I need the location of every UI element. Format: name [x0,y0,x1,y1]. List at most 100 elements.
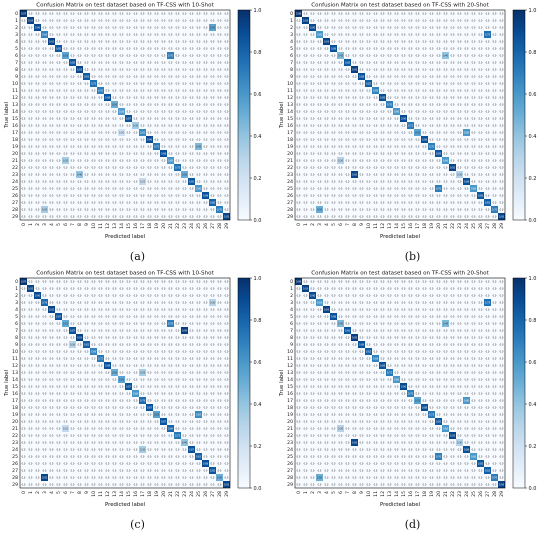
cell-value-label: 0.0 [211,400,215,403]
heatmap-cell [69,45,76,52]
heatmap-cell [323,10,330,17]
cell-value-label: 0.0 [36,62,40,65]
cell-value-label: 0.0 [218,181,222,184]
cell-value-label: 0.0 [50,414,54,417]
heatmap-cell [470,108,477,115]
cell-value-label: 0.0 [64,302,68,305]
cell-value-label: 0.0 [211,309,215,312]
heatmap-cell [316,129,323,136]
cell-value-label: 0.95 [182,330,188,333]
heatmap-cell [216,292,223,299]
cell-value-label: 0.0 [106,202,110,205]
heatmap-cell [323,66,330,73]
cell-value-label: 0.0 [113,323,117,326]
heatmap-cell [76,292,83,299]
cell-value-label: 0.0 [162,281,166,284]
heatmap-cell [167,73,174,80]
cell-value-label: 0.0 [297,83,301,86]
heatmap-cell [351,80,358,87]
heatmap-cell [358,199,365,206]
y-tick-label: 2 [15,25,18,31]
cell-value-label: 0.0 [106,281,110,284]
heatmap-cell [181,38,188,45]
cell-value-label: 0.0 [211,216,215,219]
cell-value-label: 0.0 [388,167,392,170]
cell-value-label: 0.0 [22,365,26,368]
heatmap-cell [477,157,484,164]
cell-value-label: 0.0 [451,139,455,142]
heatmap-cell [393,59,400,66]
heatmap-cell [414,213,421,220]
cell-value-label: 0.0 [169,132,173,135]
heatmap-cell [400,45,407,52]
cell-value-label: 0.0 [346,118,350,121]
cell-value-label: 0.0 [416,69,420,72]
heatmap-cell [55,10,62,17]
heatmap-cell [69,59,76,66]
heatmap-cell [330,129,337,136]
heatmap-cell [428,150,435,157]
heatmap-cell [358,31,365,38]
heatmap-cell [400,157,407,164]
heatmap-cell [69,306,76,313]
cell-value-label: 0.0 [92,48,96,51]
cell-value-label: 0.0 [225,379,229,382]
heatmap-cell [209,122,216,129]
cell-value-label: 0.0 [211,393,215,396]
heatmap-cell [400,52,407,59]
heatmap-cell [386,59,393,66]
cell-value-label: 0.0 [22,27,26,30]
heatmap-cell [55,59,62,66]
cell-value-label: 0.0 [204,118,208,121]
cell-value-label: 0.0 [204,160,208,163]
heatmap-cell [365,87,372,94]
cell-value-label: 0.0 [465,97,469,100]
cell-value-label: 0.0 [155,48,159,51]
cell-value-label: 0.0 [409,188,413,191]
cell-value-label: 0.0 [197,195,201,198]
heatmap-cell [90,52,97,59]
heatmap-cell [442,122,449,129]
cell-value-label: 0.0 [127,295,131,298]
cell-value-label: 0.0 [437,146,441,149]
cell-value-label: 0.0 [437,34,441,37]
heatmap-cell [48,143,55,150]
cell-value-label: 0.0 [346,125,350,128]
heatmap-cell [216,143,223,150]
heatmap-cell [83,150,90,157]
heatmap-cell [302,129,309,136]
cell-value-label: 0.50 [112,372,118,375]
heatmap-cell [104,278,111,285]
heatmap-cell [407,73,414,80]
heatmap-cell [202,157,209,164]
heatmap-cell [337,206,344,213]
cell-value-label: 0.0 [472,48,476,51]
cell-value-label: 0.0 [437,118,441,121]
cell-value-label: 0.0 [423,41,427,44]
cell-value-label: 0.0 [106,139,110,142]
cell-value-label: 0.0 [50,153,54,156]
heatmap-cell [41,199,48,206]
cell-value-label: 0.0 [155,316,159,319]
cell-value-label: 0.0 [218,407,222,410]
cell-value-label: 0.0 [99,281,103,284]
heatmap-cell [407,80,414,87]
cell-value-label: 0.0 [423,181,427,184]
cell-value-label: 0.0 [318,27,322,30]
x-tick-label: 8 [352,223,358,226]
cell-value-label: 0.0 [183,202,187,205]
heatmap-cell [76,59,83,66]
cell-value-label: 0.0 [36,83,40,86]
heatmap-cell [104,59,111,66]
cell-value-label: 0.0 [106,76,110,79]
heatmap-cell [90,278,97,285]
cell-value-label: 0.0 [395,139,399,142]
cell-value-label: 0.0 [225,358,229,361]
x-tick-label: 26 [478,223,484,229]
x-tick-label: 3 [42,223,48,226]
cell-value-label: 0.0 [297,160,301,163]
heatmap-cell [118,292,125,299]
cell-value-label: 0.0 [134,27,138,30]
heatmap-cell [295,24,302,31]
cell-value-label: 0.0 [211,69,215,72]
